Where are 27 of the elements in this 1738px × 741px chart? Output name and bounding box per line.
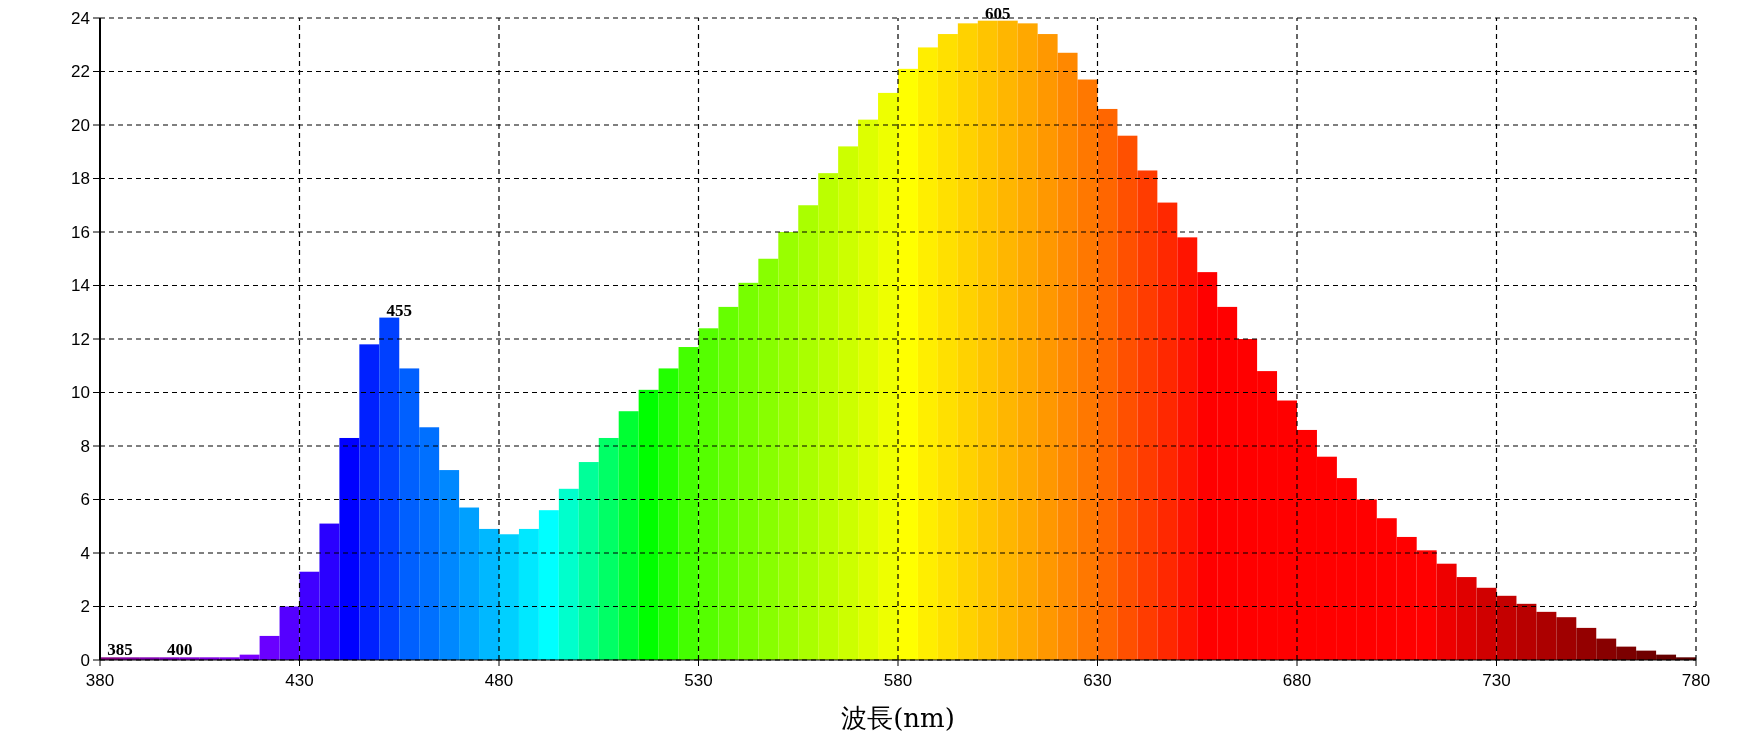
x-tick-label: 530 bbox=[684, 671, 713, 690]
annotation: 400 bbox=[167, 640, 193, 660]
x-tick-label: 680 bbox=[1282, 671, 1312, 690]
y-tick-label: 12 bbox=[71, 329, 90, 349]
x-tick-label: 480 bbox=[484, 671, 514, 690]
y-tick-label: 18 bbox=[71, 169, 90, 189]
annotation: 385 bbox=[107, 640, 133, 660]
y-tick-label: 2 bbox=[80, 597, 90, 617]
x-tick-label: 780 bbox=[1681, 671, 1711, 690]
y-tick-label: 4 bbox=[80, 543, 90, 563]
x-axis-title: 波長(nm) bbox=[841, 703, 955, 733]
x-tick-label: 380 bbox=[85, 671, 115, 690]
y-tick-label: 22 bbox=[71, 62, 90, 82]
y-tick-label: 24 bbox=[71, 8, 90, 28]
y-tick-label: 20 bbox=[71, 115, 90, 135]
x-tick-label: 430 bbox=[285, 671, 314, 690]
y-tick-label: 0 bbox=[80, 650, 90, 670]
y-tick-label: 14 bbox=[71, 276, 90, 296]
y-tick-label: 10 bbox=[71, 383, 90, 403]
y-tick-label: 8 bbox=[80, 436, 90, 456]
x-tick-label: 730 bbox=[1482, 671, 1511, 690]
y-tick-label: 16 bbox=[71, 222, 90, 242]
annotation: 605 bbox=[985, 3, 1011, 23]
x-tick-label: 580 bbox=[883, 671, 913, 690]
x-tick-label: 630 bbox=[1083, 671, 1112, 690]
annotation: 455 bbox=[386, 300, 412, 320]
y-tick-label: 6 bbox=[80, 490, 90, 510]
